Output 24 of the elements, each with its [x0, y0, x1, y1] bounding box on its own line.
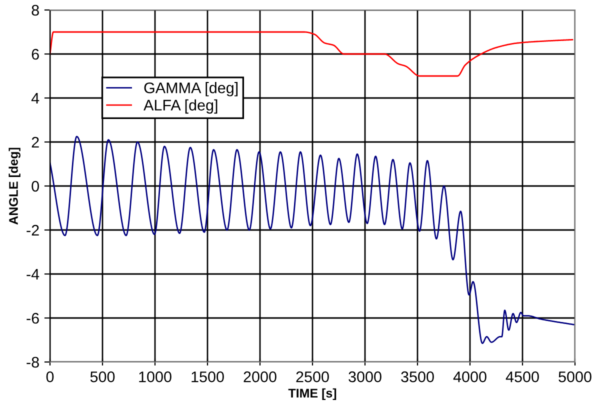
legend-label: GAMMA [deg] [144, 82, 238, 96]
y-tick-label: 2 [32, 136, 39, 148]
y-axis-title: ANGLE [deg] [8, 148, 20, 225]
legend-label: ALFA [deg] [144, 99, 218, 114]
x-tick-label: 4000 [453, 371, 486, 382]
y-tick-label: -6 [26, 312, 39, 324]
x-tick-label: 1500 [192, 371, 224, 382]
x-tick-label: 1000 [139, 371, 172, 382]
y-tick-label: 6 [32, 48, 39, 60]
y-tick-label: -8 [26, 356, 39, 368]
y-tick-label: 0 [32, 180, 39, 192]
x-tick-label: 0 [46, 371, 54, 382]
y-tick-label: 4 [31, 93, 40, 104]
y-tick-label: -2 [26, 224, 39, 236]
x-tick-label: 4500 [506, 371, 539, 382]
y-tick-label: -4 [26, 269, 40, 280]
x-tick-label: 3500 [401, 371, 434, 382]
x-tick-label: 5000 [558, 371, 592, 382]
x-tick-label: 2500 [296, 371, 329, 382]
x-tick-label: 2000 [244, 371, 276, 382]
x-tick-label: 500 [90, 371, 115, 382]
x-tick-label: 3000 [348, 371, 382, 382]
x-axis-title: TIME [s] [288, 388, 336, 400]
y-tick-label: 8 [32, 4, 39, 16]
